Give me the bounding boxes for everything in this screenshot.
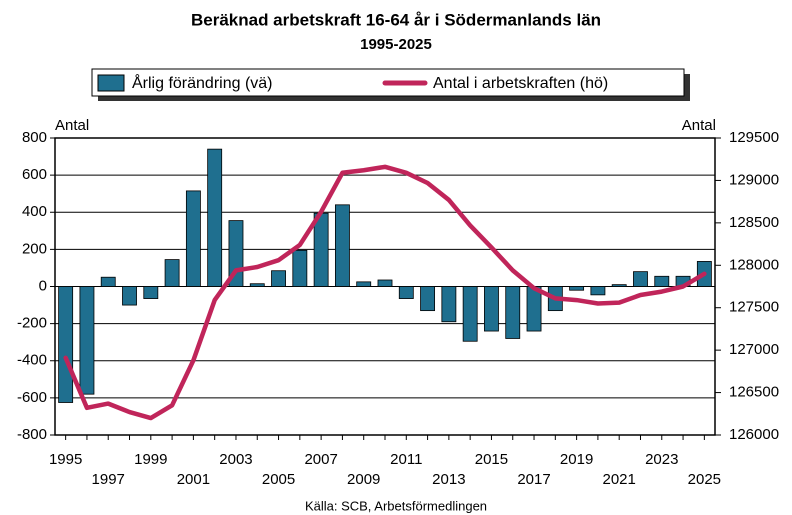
y-tick-label: 400: [22, 203, 47, 220]
y2-tick-label: 128000: [729, 256, 779, 273]
x-tick-label: 2011: [390, 451, 422, 468]
bar: [462, 286, 478, 342]
x-tick-label: 2001: [177, 471, 210, 488]
y2-tick-label: 127000: [729, 341, 779, 358]
bar: [441, 286, 457, 323]
line: [63, 164, 707, 421]
legend-label: Antal i arbetskraften (hö): [433, 75, 608, 92]
x-tick-label: 2015: [475, 451, 508, 468]
bar: [292, 249, 308, 287]
x-tick-label: 2005: [262, 471, 295, 488]
x-tick-label: 2003: [219, 451, 252, 468]
x-tick-label: 2021: [603, 471, 636, 488]
x-tick-label: 1997: [92, 471, 125, 488]
y-tick-label: -600: [17, 389, 47, 406]
bar: [420, 286, 436, 312]
bar: [377, 279, 393, 287]
chart-subtitle: 1995-2025: [360, 36, 432, 53]
bar: [122, 286, 137, 306]
bar: [398, 286, 414, 299]
bar: [58, 286, 74, 403]
x-tick-label: 2017: [517, 471, 550, 488]
x-tick-label: 2013: [432, 471, 465, 488]
bar: [611, 284, 627, 287]
y2-tick-label: 127500: [729, 299, 779, 316]
y-tick-label: 800: [22, 129, 47, 146]
bar: [100, 276, 116, 287]
bar: [143, 286, 159, 299]
bar: [569, 286, 585, 291]
y-axis-label: Antal: [55, 117, 89, 134]
bar: [633, 271, 648, 287]
bar: [249, 283, 265, 287]
legend-label: Årlig förändring (vä): [132, 73, 273, 92]
y2-axis-label: Antal: [682, 117, 716, 134]
y-tick-label: -800: [17, 426, 47, 443]
x-tick-label: 1999: [134, 451, 167, 468]
bar: [185, 190, 201, 287]
source: Källa: SCB, Arbetsförmedlingen: [305, 498, 487, 513]
bar: [271, 270, 286, 287]
x-tick-label: 2023: [645, 451, 678, 468]
y-tick-label: 600: [22, 166, 47, 183]
bar: [590, 286, 606, 296]
y2-tick-label: 126500: [729, 384, 779, 401]
bar: [313, 212, 329, 287]
y-tick-label: -400: [17, 352, 47, 369]
bar: [484, 286, 499, 332]
y-tick-label: 200: [22, 240, 47, 257]
y2-tick-label: 129500: [729, 129, 779, 146]
chart-title: Beräknad arbetskraft 16-64 år i Söderman…: [191, 10, 601, 29]
bar: [207, 148, 223, 287]
bar: [526, 286, 542, 332]
plot-frame: [54, 137, 716, 436]
x-tick-label: 2025: [688, 471, 721, 488]
y2-tick-label: 128500: [729, 214, 779, 231]
x-tick-label: 1995: [49, 451, 82, 468]
bar: [79, 286, 95, 395]
bar: [356, 281, 372, 287]
y2-tick-label: 129000: [729, 171, 779, 188]
bar: [334, 204, 350, 287]
y2-tick-label: 126000: [729, 426, 779, 443]
y-tick-label: -200: [17, 315, 47, 332]
bar: [654, 275, 670, 287]
x-tick-label: 2007: [304, 451, 337, 468]
y-tick-label: 0: [39, 277, 47, 294]
bar: [164, 259, 180, 287]
x-tick-label: 2019: [560, 451, 593, 468]
x-tick-label: 2009: [347, 471, 380, 488]
bar: [505, 286, 521, 339]
legend-swatch: [97, 74, 125, 92]
